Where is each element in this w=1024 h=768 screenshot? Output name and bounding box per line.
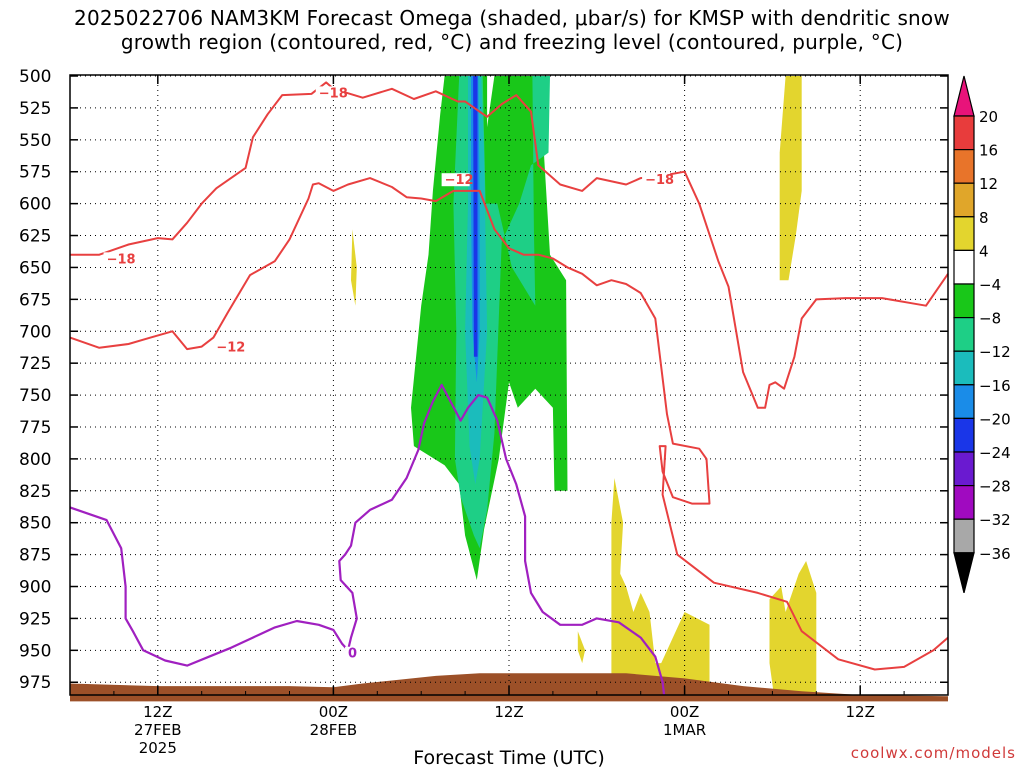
colorbar-label: −16 bbox=[979, 377, 1011, 395]
y-tick-label: 575 bbox=[19, 163, 51, 183]
colorbar-segment bbox=[953, 249, 975, 285]
y-tick-label: 525 bbox=[19, 99, 51, 119]
contour-label: −18 bbox=[645, 173, 674, 188]
chart-title: 2025022706 NAM3KM Forecast Omega (shaded… bbox=[0, 6, 1024, 54]
axes-layer: 500 525 550 575 600 625 650 675 700 725 750 775 800 8… bbox=[19, 67, 949, 757]
y-tick-label: 925 bbox=[19, 609, 51, 629]
x-tick-label: 12Z bbox=[494, 703, 523, 721]
omega-region-9 bbox=[769, 561, 817, 695]
chart-title-line2: growth region (contoured, red, °C) and f… bbox=[120, 30, 904, 54]
y-tick-label: 650 bbox=[19, 258, 51, 278]
colorbar-segment bbox=[953, 518, 975, 554]
contour-layer: −18 −18 −18 −12 −12 0 bbox=[69, 81, 949, 696]
y-tick-label: 700 bbox=[19, 322, 51, 342]
colorbar-segment bbox=[953, 417, 975, 453]
omega-region-5 bbox=[779, 76, 802, 281]
dendritic-contour--12 bbox=[69, 177, 949, 671]
y-tick-label: 850 bbox=[19, 514, 51, 534]
contour-label-bg bbox=[213, 340, 242, 354]
colorbar-segment bbox=[953, 182, 975, 218]
colorbar-top-arrow bbox=[953, 75, 975, 117]
x-tick-date: 1MAR bbox=[663, 721, 706, 739]
colorbar-segment bbox=[953, 384, 975, 419]
contour-label-bg bbox=[642, 173, 671, 187]
chart-title-line1: 2025022706 NAM3KM Forecast Omega (shaded… bbox=[74, 6, 950, 30]
colorbar-label: −8 bbox=[979, 310, 1001, 328]
colorbar-label: −28 bbox=[979, 478, 1011, 496]
contour-label-bg bbox=[441, 173, 470, 187]
colorbar-segment bbox=[953, 283, 975, 319]
contour-label-bg bbox=[345, 646, 358, 660]
colorbar-segment bbox=[953, 317, 975, 352]
omega-region-6 bbox=[351, 229, 357, 306]
colorbar-label: −36 bbox=[979, 545, 1011, 563]
colorbar-label: 20 bbox=[979, 108, 998, 126]
y-tick-label: 600 bbox=[19, 195, 51, 215]
colorbar-label: 12 bbox=[979, 175, 998, 193]
x-tick-date: 28FEB bbox=[310, 721, 357, 739]
colorbar-bottom-arrow bbox=[953, 552, 975, 593]
grid-layer bbox=[70, 75, 948, 695]
colorbar-label: 16 bbox=[979, 142, 998, 160]
colorbar-segment bbox=[953, 451, 975, 487]
colorbar-segment bbox=[953, 149, 975, 184]
colorbar-segment bbox=[953, 216, 975, 252]
x-tick-label: 12Z bbox=[846, 703, 875, 721]
colorbar-label: 8 bbox=[979, 209, 989, 227]
y-tick-label: 950 bbox=[19, 641, 51, 661]
colorbar-label: −32 bbox=[979, 511, 1011, 529]
colorbar-label: −20 bbox=[979, 410, 1011, 428]
contour-label: −12 bbox=[445, 173, 474, 188]
x-axis-label: Forecast Time (UTC) bbox=[413, 747, 604, 768]
contour-label: −18 bbox=[319, 86, 348, 101]
y-tick-label: 550 bbox=[19, 131, 51, 151]
y-tick-label: 625 bbox=[19, 227, 51, 247]
omega-region-4 bbox=[473, 76, 478, 357]
y-tick-label: 975 bbox=[19, 673, 51, 693]
contour-label: −12 bbox=[216, 340, 245, 355]
dendritic-contour--18 bbox=[70, 81, 949, 409]
colorbar-label: 4 bbox=[979, 242, 989, 260]
y-tick-label: 900 bbox=[19, 578, 51, 598]
credit-text: coolwx.com/models bbox=[851, 744, 1016, 762]
colorbar-segment bbox=[953, 485, 975, 520]
contour-label-bg bbox=[103, 252, 132, 266]
colorbar-label: −4 bbox=[979, 276, 1001, 294]
colorbar: 20 16 12 8 4 −4 −8 −12 −16 −20 −24 −28 −32 −36 bbox=[953, 75, 1011, 593]
colorbar-segment bbox=[953, 115, 975, 151]
y-tick-label: 825 bbox=[19, 482, 51, 502]
contour-label: −18 bbox=[107, 252, 136, 267]
y-tick-label: 675 bbox=[19, 290, 51, 310]
y-tick-label: 500 bbox=[19, 67, 51, 87]
colorbar-label: −24 bbox=[979, 444, 1011, 462]
y-tick-label: 775 bbox=[19, 418, 51, 438]
freezing-level-contour bbox=[69, 383, 666, 696]
omega-shading-layer bbox=[351, 76, 817, 695]
x-tick-label: 00Z bbox=[670, 703, 699, 721]
colorbar-segment bbox=[953, 350, 975, 386]
x-tick-label: 00Z bbox=[319, 703, 348, 721]
contour-label-bg bbox=[315, 86, 344, 100]
y-tick-label: 750 bbox=[19, 386, 51, 406]
y-tick-label: 725 bbox=[19, 354, 51, 374]
contour-label: 0 bbox=[348, 647, 357, 662]
omega-region-8 bbox=[577, 631, 586, 664]
x-tick-label: 12Z bbox=[143, 703, 172, 721]
x-tick-year: 2025 bbox=[139, 739, 177, 757]
y-tick-label: 875 bbox=[19, 546, 51, 566]
x-tick-date: 27FEB bbox=[134, 721, 181, 739]
colorbar-label: −12 bbox=[979, 343, 1011, 361]
y-tick-label: 800 bbox=[19, 450, 51, 470]
